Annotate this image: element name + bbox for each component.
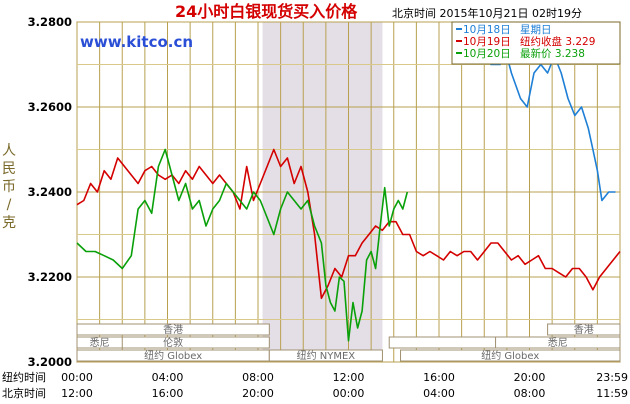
legend-box — [451, 21, 621, 65]
watermark: www.kitco.cn — [80, 33, 193, 51]
x-tick-label-ny: 08:00 — [242, 371, 274, 384]
x-tick-label-ny: 12:00 — [333, 371, 365, 384]
x-tick-label-bj: 04:00 — [423, 387, 455, 400]
x-tick-label-bj: 11:59 — [596, 387, 628, 400]
y-axis-ticks: 3.2000 3.2200 3.2400 3.2600 3.2800 — [28, 15, 72, 369]
x-tick-label-ny: 16:00 — [423, 371, 455, 384]
x-tick-label-bj: 12:00 — [61, 387, 93, 400]
session-label: 纽约 Globex — [144, 349, 202, 362]
session-bar — [400, 349, 621, 362]
y-axis-title-char: 币 — [2, 179, 16, 195]
legend-info: 纽约收盘 3.229 — [520, 35, 595, 48]
session-label: 香港 — [163, 324, 183, 336]
y-axis-title-char: 克 — [2, 215, 16, 231]
x-row2-label: 北京时间 — [2, 386, 46, 400]
y-tick-label: 3.2000 — [28, 355, 72, 369]
chart-title: 24小时白银现货买入价格 — [175, 2, 358, 21]
x-tick-label-ny: 00:00 — [61, 371, 93, 384]
session-label: 纽约 Globex — [481, 349, 539, 362]
session-label: 香港 — [574, 324, 594, 336]
x-row1-label: 纽约时间 — [2, 370, 46, 384]
y-tick-label: 3.2200 — [28, 270, 72, 284]
x-tick-label-bj: 20:00 — [242, 387, 274, 400]
x-tick-label-ny: 23:59 — [596, 371, 628, 384]
session-bar — [495, 336, 621, 349]
legend-info: 最新价 3.238 — [520, 47, 585, 60]
legend-info: 星期日 — [520, 24, 552, 36]
session-label: 伦敦 — [163, 336, 183, 349]
series-line-10月20日 — [76, 148, 409, 342]
x-tick-label-bj: 16:00 — [152, 387, 184, 400]
chart-subtitle: 北京时间 2015年10月21日 02时19分 — [392, 6, 582, 20]
legend-date: 10月20日 — [463, 48, 511, 60]
y-tick-label: 3.2400 — [28, 185, 72, 199]
series-line-10月19日 — [76, 148, 621, 300]
session-bar — [268, 349, 383, 362]
grid — [76, 21, 621, 363]
x-tick-label-bj: 08:00 — [514, 387, 546, 400]
x-tick-label-ny: 20:00 — [514, 371, 546, 384]
legend: 10月18日 星期日 10月19日 纽约收盘 3.229 10月20日 最新价 3.238 — [451, 21, 621, 65]
legend-date: 10月18日 — [463, 24, 511, 36]
x-tick-label-ny: 04:00 — [152, 371, 184, 384]
y-axis-title-char: / — [7, 197, 12, 213]
y-tick-label: 3.2800 — [28, 15, 72, 29]
y-tick-label: 3.2600 — [28, 100, 72, 114]
session-bar — [76, 336, 123, 349]
x-axis-ticks: 00:00 12:00 04:00 16:00 08:00 20:00 12:00 00:00… — [61, 371, 628, 400]
session-bar — [76, 323, 270, 336]
y-axis-title-char: 民 — [2, 161, 16, 177]
legend-date: 10月19日 — [463, 36, 511, 48]
y-axis-title-char: 人 — [2, 143, 16, 159]
session-bar — [547, 323, 621, 336]
session-label: 悉尼 — [548, 337, 568, 349]
y-axis-title: 人民币 / 克 — [2, 143, 16, 231]
session-label: 纽约 NYMEX — [297, 349, 356, 362]
x-tick-label-bj: 00:00 — [333, 387, 365, 400]
session-label: 悉尼 — [90, 337, 110, 349]
